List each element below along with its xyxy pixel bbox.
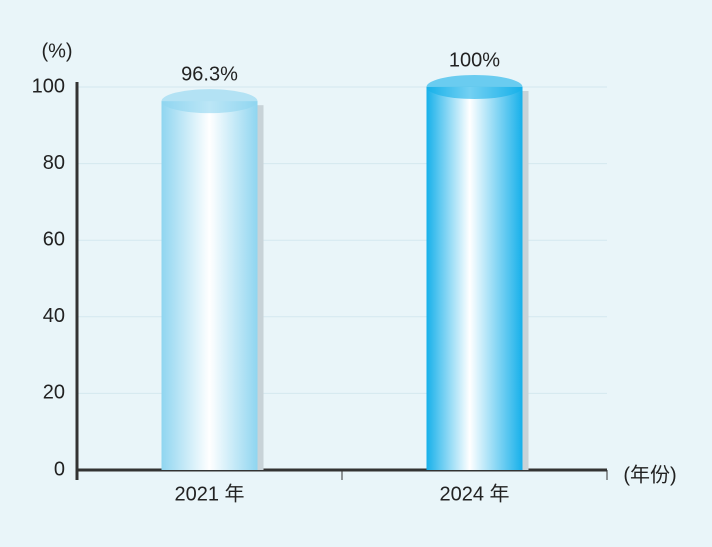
y-axis-label: (%) [41,40,72,62]
y-tick-label: 40 [43,305,65,327]
y-tick-label: 100 [32,75,65,97]
x-tick-label: 2024 年 [439,482,509,505]
y-tick-label: 20 [43,382,65,404]
bar-cap [426,75,523,99]
x-axis-label: (年份) [623,463,676,486]
value-label: 96.3% [181,63,238,85]
y-tick-label: 0 [54,458,65,480]
y-tick-label: 60 [43,228,65,250]
y-tick-label: 80 [43,152,65,174]
bar [161,101,258,471]
bar [426,87,523,470]
value-label: 100% [449,49,500,71]
bar-cap [161,89,258,114]
x-tick-label: 2021 年 [174,482,244,505]
